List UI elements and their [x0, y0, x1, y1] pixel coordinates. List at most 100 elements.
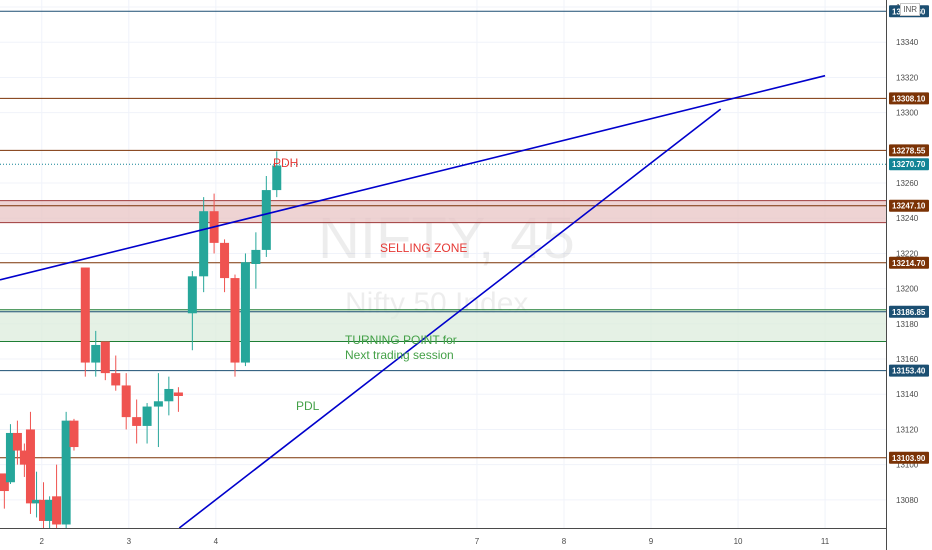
candle-body [5, 432, 15, 483]
price-label-box [889, 92, 929, 105]
candle-body [121, 385, 131, 418]
candle-down [52, 464, 62, 532]
candle-body [230, 278, 240, 363]
zones [0, 200, 886, 342]
price-label-box [889, 144, 929, 157]
candles [0, 151, 282, 536]
x-axis-background [0, 528, 886, 550]
x-axis: 2 3 4 7 8 9 10 11 [0, 528, 886, 550]
candle-body [0, 473, 9, 492]
candle-body [164, 388, 174, 402]
candle-up [272, 151, 282, 198]
candle-body [173, 392, 183, 396]
price-label: 13270.70 [892, 160, 926, 169]
candle-down [12, 420, 22, 465]
y-tick-label: 13080 [896, 496, 919, 505]
y-axis: 13080 13100 13120 13140 13160 13180 13200 13220… [886, 0, 932, 550]
candle-body [100, 341, 110, 374]
candle-up [199, 197, 209, 293]
trend-line[interactable] [0, 74, 826, 281]
x-tick-label: 4 [214, 537, 219, 546]
candle-body [261, 190, 271, 250]
x-tick-label: 8 [562, 537, 567, 546]
y-tick-label: 13140 [896, 390, 919, 399]
candle-down [0, 473, 9, 509]
y-tick-label: 13260 [896, 179, 919, 188]
x-tick-label: 3 [127, 537, 132, 546]
x-tick-label: 10 [734, 537, 743, 546]
price-label-box [889, 256, 929, 269]
candle-body [45, 499, 55, 521]
price-label-box [889, 305, 929, 318]
annotation-turning-point-line1: TURNING POINT for [345, 333, 457, 347]
price-label: 13186.85 [892, 308, 926, 317]
candle-down [69, 418, 79, 451]
candle-down [80, 267, 90, 377]
candle-up [153, 373, 163, 448]
zone-band [0, 200, 886, 223]
candle-down [39, 482, 49, 536]
y-tick-label: 13200 [896, 285, 919, 294]
candle-body [199, 211, 209, 277]
y-tick-label: 13120 [896, 425, 919, 434]
candle-body [240, 262, 250, 363]
price-label: 13308.10 [892, 94, 926, 103]
candle-body [220, 242, 230, 279]
price-label: 13278.55 [892, 146, 926, 155]
currency-badge[interactable]: INR [900, 3, 920, 16]
candle-up [251, 232, 261, 289]
candle-up [32, 471, 42, 518]
candle-body [69, 420, 79, 448]
candle-up [142, 403, 152, 444]
candle-down [220, 239, 230, 293]
candle-body [251, 249, 261, 264]
candle-up [261, 176, 271, 257]
candle-body [153, 401, 163, 407]
price-label: 13247.10 [892, 202, 926, 211]
trend-lines [0, 74, 826, 529]
candle-up [240, 253, 250, 367]
trend-line[interactable] [178, 108, 722, 529]
candle-body [132, 417, 142, 426]
x-tick-label: 7 [475, 537, 480, 546]
y-tick-label: 13340 [896, 38, 919, 47]
candle-up [61, 411, 71, 536]
candle-up [187, 271, 197, 351]
candle-body [187, 276, 197, 314]
annotations: PDH SELLING ZONE TURNING POINT for Next … [273, 156, 467, 413]
zone-band [0, 309, 886, 342]
candle-down [121, 373, 131, 430]
candle-up [164, 376, 174, 416]
candle-body [142, 406, 152, 426]
candle-body [80, 267, 90, 363]
candle-body [111, 373, 121, 386]
price-label-box [889, 364, 929, 377]
candle-down [111, 355, 121, 391]
y-tick-label: 13240 [896, 214, 919, 223]
price-label: 13153.40 [892, 367, 926, 376]
candle-body [91, 344, 101, 363]
x-tick-label: 9 [649, 537, 654, 546]
candle-down [173, 387, 183, 412]
price-label-box [889, 158, 929, 171]
candle-body [19, 450, 29, 465]
candle-up [5, 424, 15, 484]
candle-body [272, 165, 282, 191]
y-tick-label: 13300 [896, 109, 919, 118]
candle-body [25, 429, 35, 504]
y-tick-label: 13220 [896, 249, 919, 258]
y-tick-label: 13320 [896, 73, 919, 82]
annotation-selling-zone: SELLING ZONE [380, 241, 467, 255]
y-tick-label: 13160 [896, 355, 919, 364]
candle-up [91, 330, 101, 377]
annotation-turning-point-line2: Next trading session [345, 348, 454, 362]
candle-body [39, 499, 49, 521]
candle-body [12, 432, 22, 451]
candle-down [19, 443, 29, 477]
y-tick-label: 13180 [896, 320, 919, 329]
price-label: 13103.90 [892, 454, 926, 463]
candle-body [52, 496, 62, 525]
candle-body [32, 499, 42, 504]
annotation-pdl: PDL [296, 399, 320, 413]
